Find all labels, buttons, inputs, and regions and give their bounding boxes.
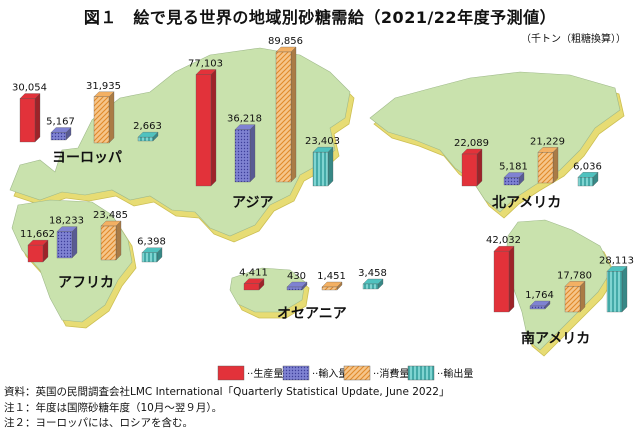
value-label: 18,233	[49, 216, 84, 227]
note-1: 注１：年度は国際砂糖年度（10月～翌９月）。	[4, 402, 223, 414]
region-label: 南アメリカ	[521, 330, 590, 347]
value-label: 31,935	[86, 81, 121, 92]
bar-imports	[503, 172, 525, 186]
label-layer: 30,054 5,167 31,935 2,663 ヨーロッパ 11,662 18,233 2…	[12, 36, 634, 347]
bar-consumption	[537, 146, 559, 184]
region-label: アフリカ	[58, 275, 114, 291]
value-label: 22,089	[454, 138, 489, 149]
bar-imports	[234, 124, 256, 183]
bar-consumption	[275, 46, 297, 183]
value-label: 36,218	[227, 114, 262, 125]
value-label: 4,411	[239, 268, 268, 279]
bar-production	[19, 93, 41, 143]
source-note: 資料：英国の民間調査会社LMC International「Quarterly …	[4, 386, 450, 398]
legend-item-exports: ··輸出量	[407, 365, 473, 381]
legend-item-consumption: ··消費量	[343, 365, 409, 381]
value-label: 1,451	[317, 271, 346, 282]
legend-label: ··消費量	[373, 367, 409, 380]
bar-layer	[19, 46, 628, 313]
value-label: 23,485	[93, 210, 128, 221]
legend-swatch	[407, 365, 435, 381]
value-label: 89,856	[268, 36, 303, 47]
unit-label: （千トン（粗糖換算））	[521, 34, 626, 45]
legend-swatch	[343, 365, 371, 381]
value-label: 430	[287, 271, 306, 282]
bar-production	[27, 239, 49, 263]
value-label: 30,054	[12, 83, 47, 94]
bar-imports	[50, 127, 72, 141]
value-label: 77,103	[188, 58, 223, 69]
value-label: 3,458	[358, 268, 387, 279]
bar-exports	[362, 278, 384, 290]
value-label: 42,032	[486, 235, 521, 246]
bar-production	[461, 148, 483, 187]
legend-label: ··輸入量	[312, 367, 348, 380]
region-label: オセアニア	[277, 306, 347, 322]
value-label: 21,229	[530, 136, 565, 147]
bar-consumption	[564, 280, 586, 313]
legend-item-production: ··生産量	[217, 365, 283, 381]
bar-exports	[141, 247, 163, 263]
legend-label: ··輸出量	[437, 367, 473, 380]
region-label: ヨーロッパ	[52, 150, 122, 166]
bar-consumption	[100, 220, 122, 261]
value-label: 6,036	[573, 161, 602, 172]
bar-production	[493, 245, 515, 313]
bar-imports	[529, 300, 551, 310]
value-label: 17,780	[557, 270, 592, 281]
chart-title: 図１ 絵で見る世界の地域別砂糖需給（2021/22年度予測値）	[83, 8, 557, 27]
bar-imports	[286, 281, 308, 291]
bar-exports	[606, 265, 628, 313]
legend-item-imports: ··輸入量	[282, 365, 348, 381]
legend-swatch	[217, 365, 245, 381]
bar-consumption	[321, 281, 343, 291]
bar-production	[195, 69, 217, 187]
region-label: 北アメリカ	[492, 195, 561, 211]
value-label: 1,764	[525, 290, 554, 301]
value-label: 23,403	[305, 136, 340, 147]
bar-exports	[577, 171, 599, 187]
value-label: 2,663	[133, 121, 162, 132]
bar-exports	[137, 131, 159, 142]
legend-label: ··生産量	[247, 367, 283, 380]
note-2: 注２：ヨーロッパには、ロシアを含む。	[4, 417, 193, 428]
value-label: 6,398	[137, 237, 166, 248]
value-label: 5,181	[499, 162, 528, 173]
bar-consumption	[93, 91, 115, 144]
value-label: 11,662	[20, 229, 55, 240]
legend-swatch	[282, 365, 310, 381]
bar-imports	[56, 226, 78, 259]
bar-production	[243, 278, 265, 291]
bar-exports	[312, 146, 334, 187]
value-label: 28,113	[599, 255, 634, 266]
region-label: アジア	[232, 195, 273, 211]
legend: ··生産量 ··輸入量 ··消費量 ··輸出量	[217, 365, 473, 381]
value-label: 5,167	[46, 117, 75, 128]
